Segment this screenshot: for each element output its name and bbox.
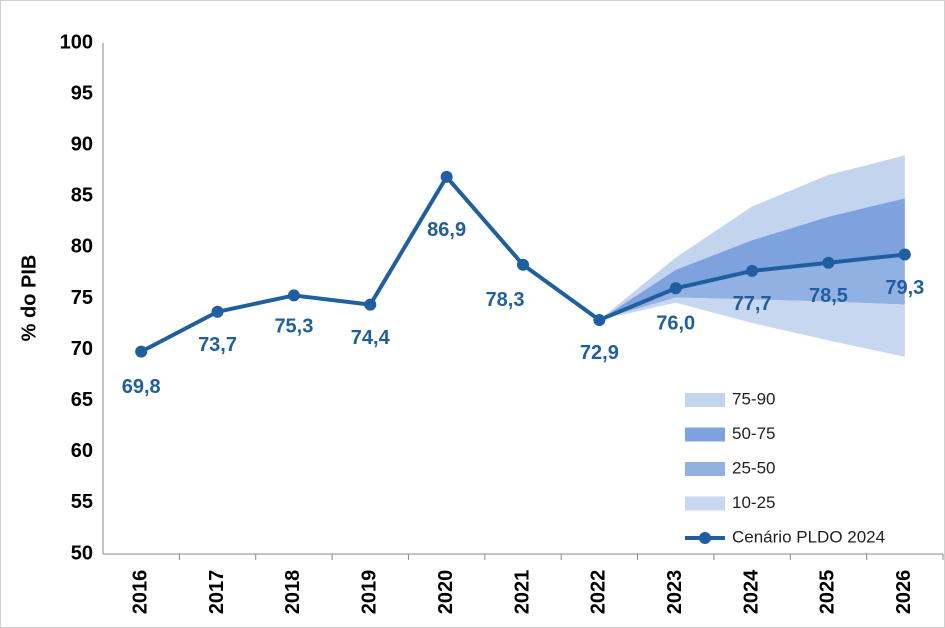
legend-label: 10-25 bbox=[732, 493, 775, 512]
x-tick-label: 2017 bbox=[206, 570, 228, 615]
y-tick-label: 60 bbox=[71, 440, 93, 462]
value-label: 77,7 bbox=[733, 293, 772, 315]
legend-label: 75-90 bbox=[732, 389, 775, 408]
legend-swatch bbox=[685, 462, 725, 476]
legend-swatch bbox=[685, 427, 725, 442]
x-tick-label: 2022 bbox=[588, 570, 610, 615]
x-tick-label: 2021 bbox=[511, 570, 533, 615]
point bbox=[287, 289, 300, 302]
y-tick-label: 100 bbox=[60, 31, 93, 53]
x-tick-label: 2019 bbox=[359, 570, 381, 615]
point bbox=[517, 258, 529, 271]
legend-swatch bbox=[685, 496, 725, 511]
value-label: 72,9 bbox=[580, 342, 619, 364]
y-tick-label: 50 bbox=[71, 542, 93, 564]
y-tick-label: 55 bbox=[71, 491, 93, 513]
point bbox=[135, 345, 148, 358]
point bbox=[746, 264, 759, 277]
y-tick-label: 65 bbox=[71, 389, 93, 411]
point bbox=[593, 313, 606, 326]
legend-label: 25-50 bbox=[732, 458, 775, 477]
value-label: 76,0 bbox=[656, 313, 695, 335]
x-tick-label: 2024 bbox=[740, 569, 762, 614]
value-label: 73,7 bbox=[198, 334, 237, 356]
value-label: 78,3 bbox=[486, 289, 525, 311]
point bbox=[440, 170, 453, 183]
y-tick-label: 70 bbox=[71, 338, 93, 360]
band bbox=[599, 297, 905, 357]
value-label: 69,8 bbox=[122, 376, 161, 398]
band bbox=[599, 155, 905, 320]
x-tick-label: 2026 bbox=[893, 570, 915, 615]
legend-label: Cenário PLDO 2024 bbox=[732, 527, 885, 546]
value-label: 78,5 bbox=[809, 285, 848, 307]
legend-marker bbox=[699, 532, 711, 544]
point bbox=[669, 282, 682, 295]
y-tick-label: 85 bbox=[71, 185, 93, 207]
band bbox=[599, 198, 905, 320]
value-label: 79,3 bbox=[885, 277, 924, 299]
point bbox=[822, 256, 835, 269]
point bbox=[364, 298, 377, 311]
y-tick-label: 95 bbox=[71, 82, 93, 104]
x-tick-label: 2018 bbox=[282, 570, 304, 615]
x-tick-label: 2023 bbox=[664, 570, 686, 615]
x-tick-label: 2025 bbox=[817, 570, 839, 615]
value-label: 74,4 bbox=[351, 327, 391, 349]
value-label: 86,9 bbox=[427, 219, 466, 241]
band bbox=[599, 254, 905, 320]
value-label: 75,3 bbox=[274, 316, 313, 338]
point bbox=[898, 248, 911, 261]
y-tick-label: 80 bbox=[71, 236, 93, 258]
x-tick-label: 2020 bbox=[435, 570, 457, 615]
y-axis-label: % do PIB bbox=[18, 255, 40, 342]
y-tick-label: 90 bbox=[71, 133, 93, 155]
legend-label: 50-75 bbox=[732, 424, 775, 443]
point bbox=[211, 305, 224, 318]
x-tick-label: 2016 bbox=[129, 570, 151, 615]
legend-swatch bbox=[685, 393, 725, 407]
y-tick-label: 75 bbox=[71, 287, 93, 309]
